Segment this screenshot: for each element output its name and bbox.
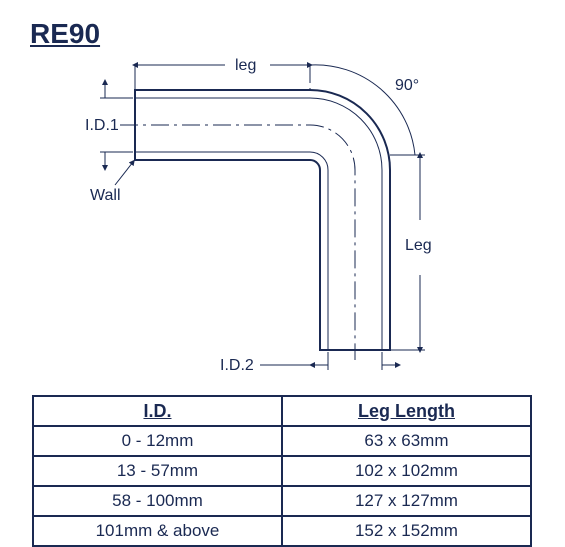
id2-label: I.D.2 [220, 357, 254, 374]
id1-label: I.D.1 [85, 117, 119, 134]
angle-label: 90° [395, 77, 419, 94]
table-row: 0 - 12mm63 x 63mm [33, 426, 531, 456]
col-header-leg: Leg Length [282, 396, 531, 426]
wall-label: Wall [90, 187, 121, 204]
table-cell: 58 - 100mm [33, 486, 282, 516]
table-cell: 13 - 57mm [33, 456, 282, 486]
table-cell: 0 - 12mm [33, 426, 282, 456]
table-row: 13 - 57mm102 x 102mm [33, 456, 531, 486]
table-cell: 152 x 152mm [282, 516, 531, 546]
col-header-id: I.D. [33, 396, 282, 426]
leg-top-label: leg [235, 57, 256, 74]
part-title: RE90 [30, 18, 100, 50]
spec-table: I.D. Leg Length 0 - 12mm63 x 63mm13 - 57… [32, 395, 532, 547]
leg-right-label: Leg [405, 237, 432, 254]
table-row: 58 - 100mm127 x 127mm [33, 486, 531, 516]
table-row: 101mm & above152 x 152mm [33, 516, 531, 546]
inner-wall-inner [135, 152, 328, 350]
table-cell: 63 x 63mm [282, 426, 531, 456]
table-cell: 102 x 102mm [282, 456, 531, 486]
table-header-row: I.D. Leg Length [33, 396, 531, 426]
elbow-outline [135, 90, 390, 350]
wall-pointer [115, 162, 133, 185]
table-cell: 101mm & above [33, 516, 282, 546]
elbow-diagram: 90° leg I.D.1 Wall Leg I.D.2 [85, 50, 515, 385]
table-body: 0 - 12mm63 x 63mm13 - 57mm102 x 102mm58 … [33, 426, 531, 546]
table-cell: 127 x 127mm [282, 486, 531, 516]
inner-wall-outer [135, 98, 382, 350]
diagram-svg: 90° leg I.D.1 Wall Leg I.D.2 [85, 50, 515, 380]
